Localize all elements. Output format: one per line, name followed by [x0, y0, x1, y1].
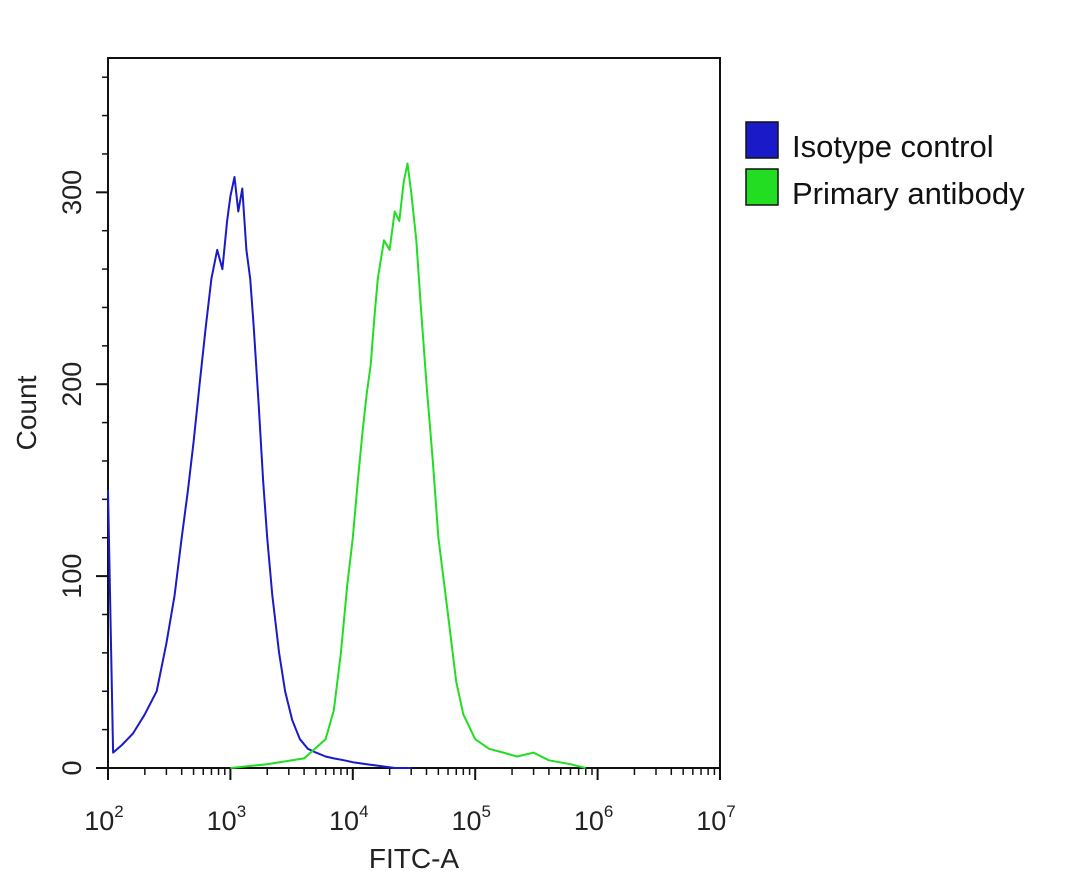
x-tick-label: 102	[84, 802, 124, 836]
x-axis-label: FITC-A	[369, 843, 460, 874]
series-primary-antibody-line	[230, 162, 586, 769]
x-tick-label: 105	[451, 802, 491, 836]
legend-swatch-primary	[745, 168, 779, 206]
plot-frame	[107, 57, 721, 769]
x-tick-label: 107	[696, 802, 736, 836]
legend-label-primary: Primary antibody	[792, 176, 1025, 211]
legend-swatch-isotype	[745, 121, 779, 159]
x-tick-label: 103	[207, 802, 247, 836]
x-major-ticks	[107, 768, 721, 780]
x-minor-ticks	[144, 768, 716, 775]
y-tick-label: 0	[57, 760, 87, 775]
series-lines	[107, 162, 586, 769]
legend-label-isotype: Isotype control	[792, 129, 994, 164]
x-tick-label: 106	[574, 802, 614, 836]
y-axis-label: Count	[11, 375, 42, 450]
x-tick-labels: 102 103 104 105 106 107	[84, 802, 736, 836]
series-isotype-control-line	[107, 176, 412, 769]
x-tick-label: 104	[329, 802, 369, 836]
y-minor-ticks	[102, 76, 108, 731]
legend: Isotype control Primary antibody	[745, 121, 1025, 211]
y-tick-labels: 0 100 200 300	[57, 170, 87, 776]
y-tick-label: 200	[57, 362, 87, 407]
y-major-ticks	[96, 191, 108, 769]
y-tick-label: 100	[57, 554, 87, 599]
y-tick-label: 300	[57, 170, 87, 215]
